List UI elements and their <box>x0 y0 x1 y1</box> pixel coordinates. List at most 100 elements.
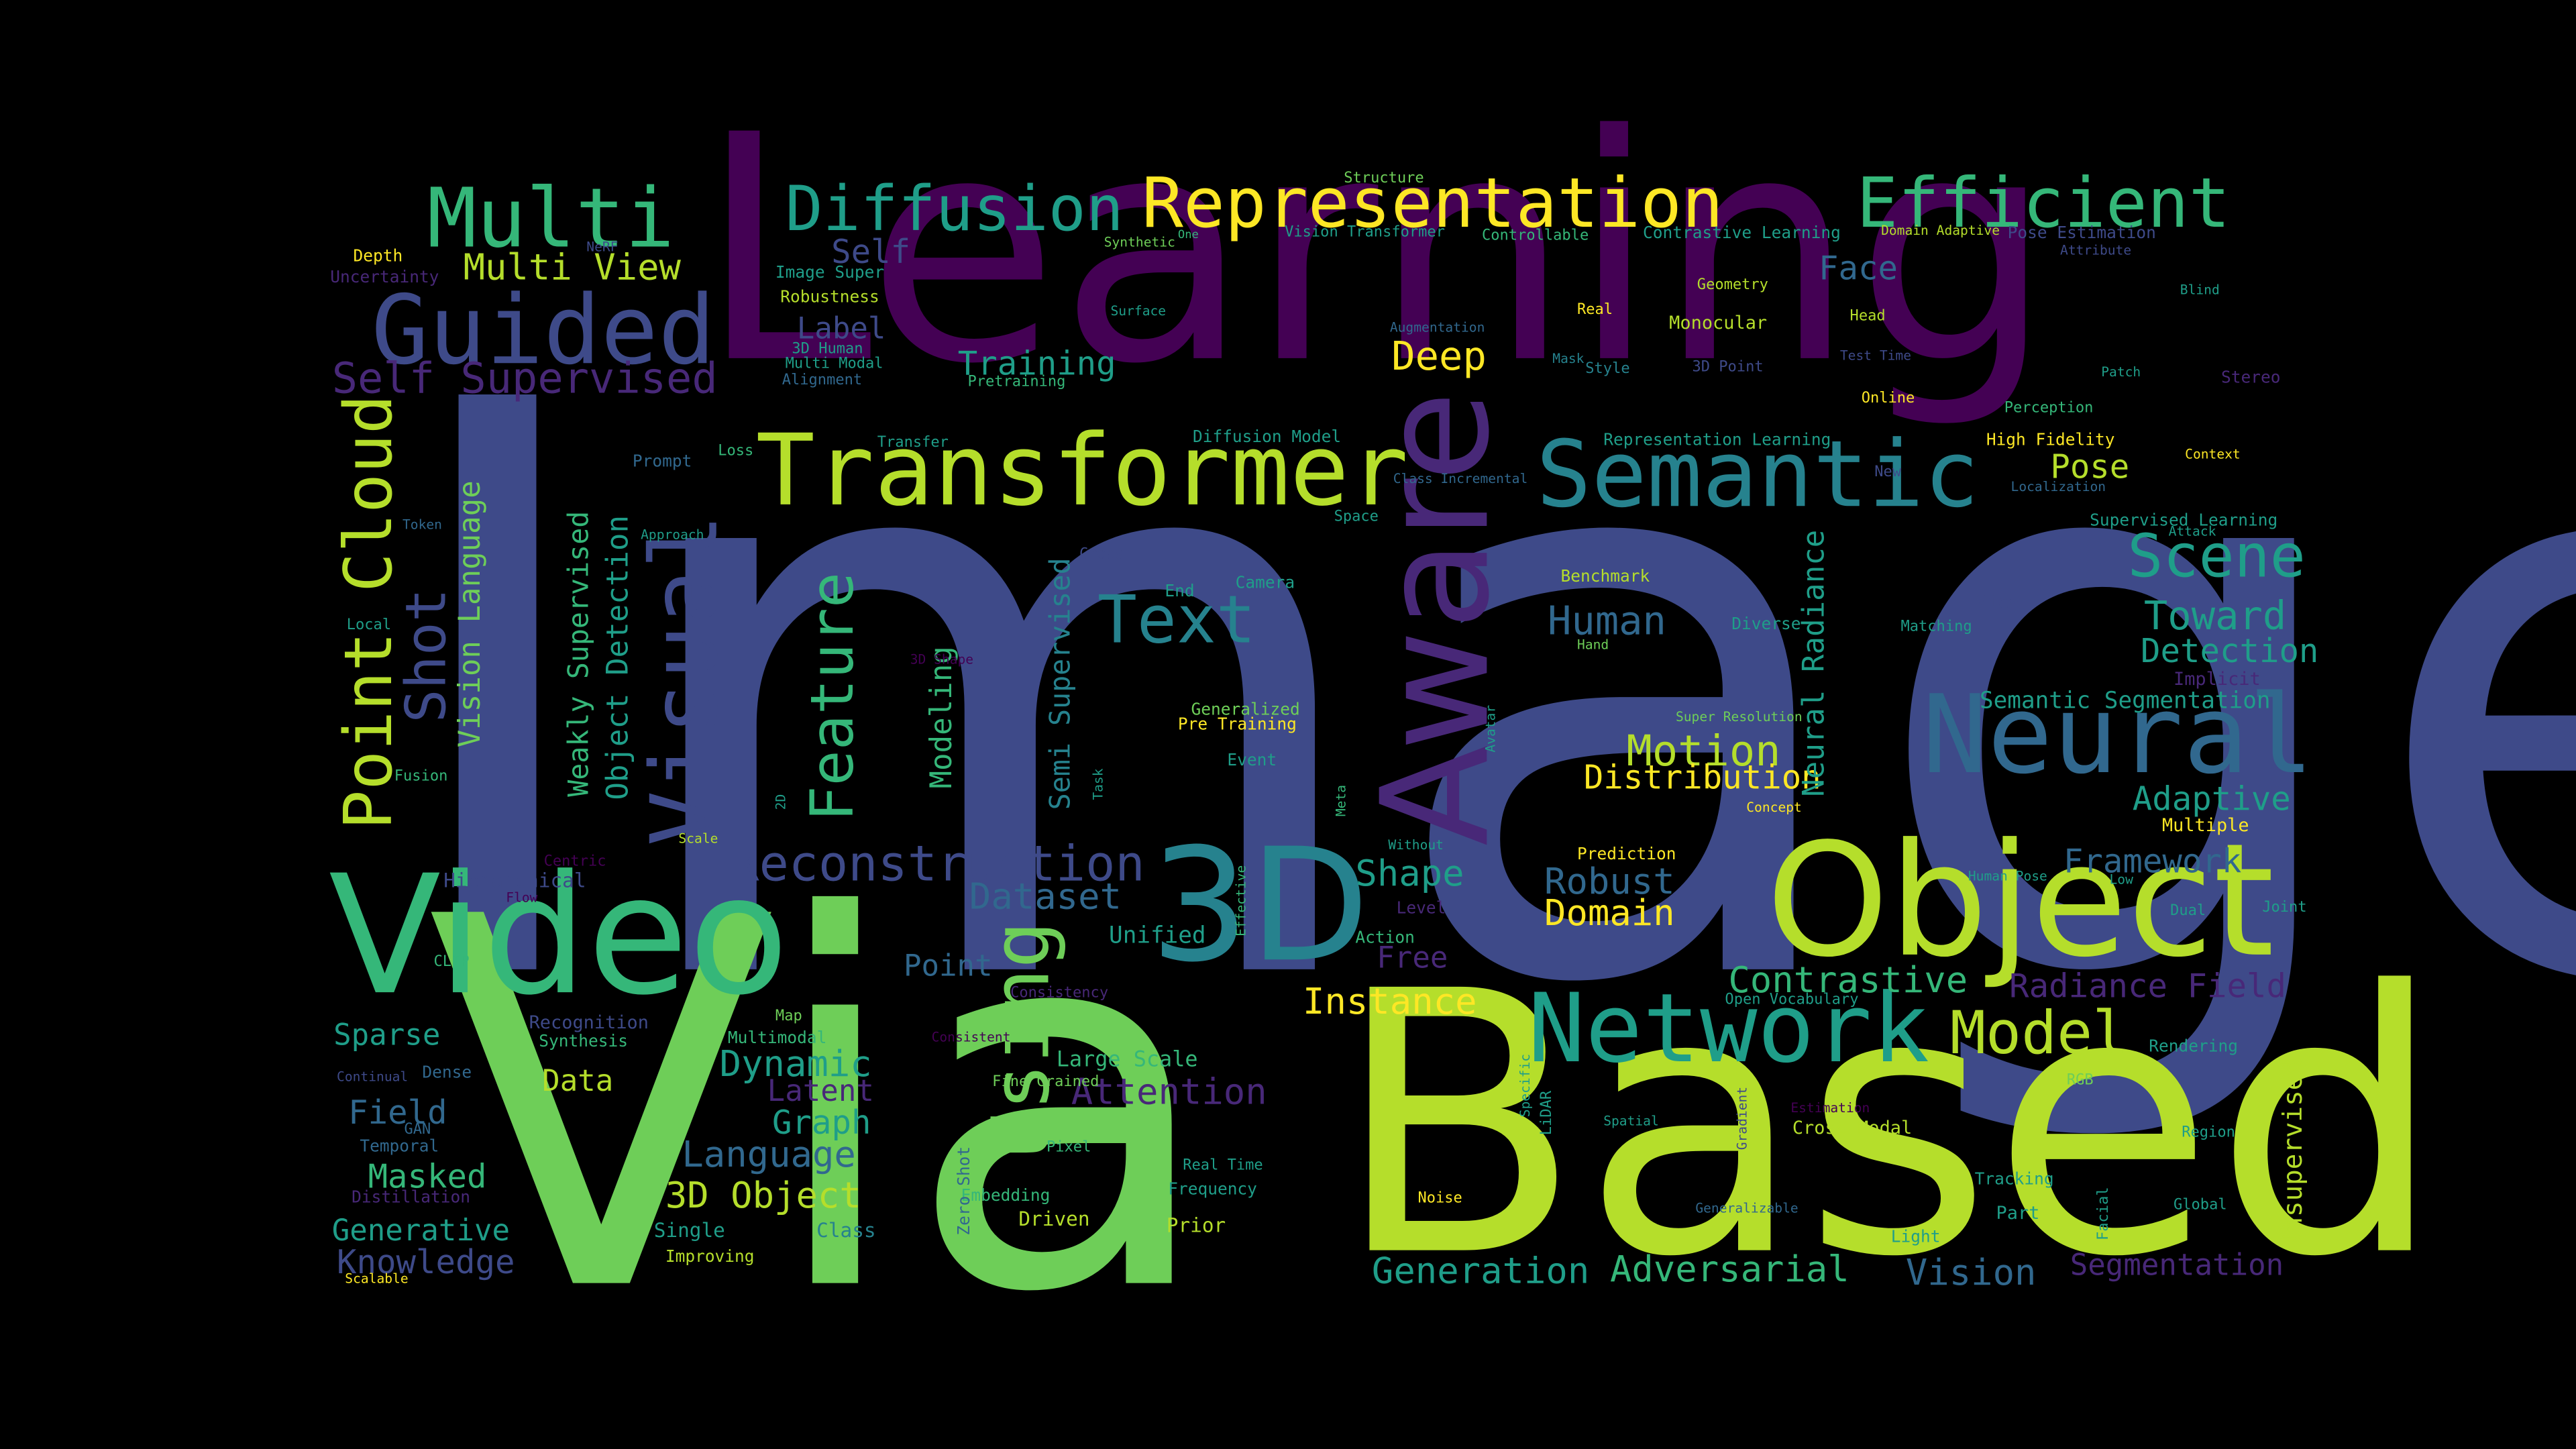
word-reconstruction: Reconstruction <box>729 836 1145 894</box>
word-generation: Generation <box>1371 1252 1590 1293</box>
word-attack: Attack <box>2168 524 2216 539</box>
word-depth: Depth <box>353 248 403 266</box>
word-representation-learning: Representation Learning <box>1603 432 1831 451</box>
word-lidar: LiDAR <box>1539 1090 1556 1136</box>
word-controllable: Controllable <box>1481 228 1589 245</box>
word-localization: Localization <box>2010 480 2106 495</box>
word-3d-point: 3D Point <box>1692 360 1764 376</box>
word-pose-estimation: Pose Estimation <box>2007 225 2156 244</box>
word-concept: Concept <box>1746 800 1802 815</box>
word-point: Point <box>903 949 993 984</box>
word-online: Online <box>1861 390 1915 408</box>
word-object-detection: Object Detection <box>601 515 636 800</box>
word-domain: Domain <box>1544 894 1675 935</box>
word-spatial: Spatial <box>1603 1114 1659 1129</box>
word-adaptive: Adaptive <box>2132 778 2291 818</box>
word-consistent: Consistent <box>931 1030 1011 1045</box>
word-local: Local <box>346 617 392 635</box>
word-object: Object <box>1766 811 2275 993</box>
word-vision-transformer: Vision Transformer <box>1285 225 1445 241</box>
word-level: Level <box>1396 900 1446 918</box>
word-specific: Specific <box>1517 1053 1533 1118</box>
word-continual: Continual <box>337 1069 409 1085</box>
word-high-fidelity: High Fidelity <box>1986 432 2115 451</box>
word-attribute: Attribute <box>2060 243 2132 258</box>
word-hand: Hand <box>1577 637 1609 653</box>
word-motion: Motion <box>1626 727 1781 777</box>
word-class: Class <box>816 1219 876 1242</box>
word-language: Language <box>682 1135 856 1177</box>
word-unsupervised: Unsupervised <box>2277 1059 2308 1249</box>
word-rendering: Rendering <box>2149 1038 2238 1057</box>
word-context: Context <box>2185 447 2241 462</box>
word-model: Model <box>1949 1000 2129 1068</box>
word-view: View <box>1976 591 2021 613</box>
word-blind: Blind <box>2180 282 2220 298</box>
word-centric: Centric <box>543 854 606 871</box>
word-contrastive-learning: Contrastive Learning <box>1642 225 1841 244</box>
word-semantic-segmentation: Semantic Segmentation <box>1980 688 2271 715</box>
word-global: Global <box>2174 1197 2227 1214</box>
word-perception: Perception <box>2004 400 2094 418</box>
word-representation: Representation <box>1142 162 1724 244</box>
word-via: Via <box>427 811 1218 1405</box>
word-distillation: Distillation <box>352 1189 471 1208</box>
word-detection: Detection <box>2141 631 2319 671</box>
word-without: Without <box>1388 837 1444 853</box>
word-prediction: Prediction <box>1577 846 1676 865</box>
word-3d-object: 3D Object <box>665 1176 861 1218</box>
word-dense: Dense <box>422 1064 472 1083</box>
word-vision-language: Vision Language <box>453 480 488 748</box>
word-2d: 2D <box>773 794 789 810</box>
word-head: Head <box>1849 309 1886 325</box>
word-nerf: NeRF <box>586 239 619 255</box>
word-large-scale: Large Scale <box>1056 1048 1198 1073</box>
word-adversarial: Adversarial <box>1610 1250 1849 1291</box>
word-deep: Deep <box>1391 333 1487 380</box>
word-image: Image <box>381 238 2576 1157</box>
word-token: Token <box>402 517 443 533</box>
word-3d-shape: 3D Shape <box>910 652 974 667</box>
word-frequency: Frequency <box>1168 1181 1257 1199</box>
word-facial: Facial <box>2096 1187 2113 1240</box>
word-free: Free <box>1377 941 1448 976</box>
word-image-super: Image Super <box>775 264 885 283</box>
word-visual: Visual <box>632 513 740 847</box>
word-diverse: Diverse <box>1731 616 1801 635</box>
word-diffusion: Diffusion <box>785 172 1124 245</box>
word-synthetic: Synthetic <box>1104 235 1175 250</box>
word-joint: Joint <box>2262 900 2307 917</box>
word-text: Text <box>1097 583 1256 659</box>
word-segmentation: Segmentation <box>2070 1248 2284 1283</box>
word-benchmark: Benchmark <box>1560 568 1650 587</box>
word-super-resolution: Super Resolution <box>1675 709 1803 724</box>
word-neural: Neural <box>1922 672 2314 799</box>
word-test-time: Test Time <box>1839 348 1912 364</box>
word-field: Field <box>348 1092 447 1132</box>
word-implicit: Implicit <box>2174 668 2261 690</box>
word-gan: GAN <box>404 1122 431 1139</box>
word-multiple: Multiple <box>2161 814 2249 837</box>
word-pose: Pose <box>2050 447 2130 486</box>
word-semantic: Semantic <box>1536 422 1980 529</box>
word-sparse: Sparse <box>333 1018 441 1053</box>
word-open-vocabulary: Open Vocabulary <box>1725 992 1859 1009</box>
word-face: Face <box>1819 248 1898 288</box>
word-loss: Loss <box>718 443 754 460</box>
word-contrastive: Contrastive <box>1728 961 1968 1002</box>
word-driven: Driven <box>1018 1208 1090 1231</box>
word-generalized: Generalized <box>1191 701 1300 720</box>
word-zero-shot: Zero Shot <box>956 1146 975 1236</box>
word-generative: Generative <box>331 1214 511 1249</box>
word-shot: Shot <box>394 588 460 723</box>
word-training: Training <box>957 343 1116 383</box>
word-supervised-learning: Supervised Learning <box>2090 513 2278 531</box>
word-point-cloud: Point Cloud <box>331 394 408 830</box>
word-matching: Matching <box>1900 619 1972 636</box>
word-task: Task <box>1091 768 1106 800</box>
word-hierarchical: Hierarchical <box>443 869 586 892</box>
word-mask: Mask <box>1552 352 1585 367</box>
word-prior: Prior <box>1166 1214 1226 1238</box>
word-human-pose: Human Pose <box>1968 869 2047 884</box>
